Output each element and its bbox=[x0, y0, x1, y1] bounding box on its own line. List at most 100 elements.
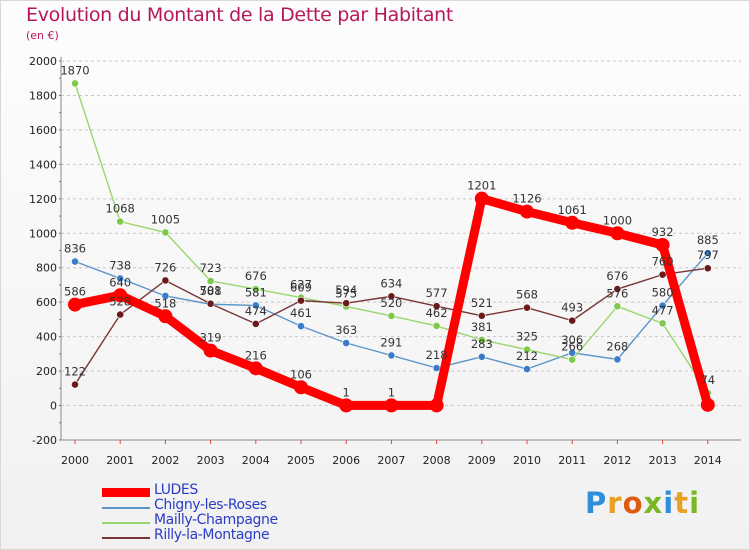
data-point bbox=[658, 301, 667, 310]
axes: -200 0 200 400 600 800 1000 1200 1400 1600 1800 200… bbox=[29, 55, 741, 467]
data-point bbox=[703, 264, 712, 273]
data-label: 836 bbox=[64, 242, 86, 256]
x-tick-label: 2006 bbox=[332, 454, 360, 467]
data-label: 1201 bbox=[467, 179, 496, 193]
data-label: 319 bbox=[200, 331, 222, 345]
x-tick-label: 2002 bbox=[151, 454, 179, 467]
data-point bbox=[161, 276, 170, 285]
y-tick-label: 200 bbox=[36, 365, 57, 378]
brand-logo: Proxiti bbox=[585, 486, 700, 520]
data-point bbox=[251, 319, 260, 328]
data-label: 586 bbox=[64, 285, 86, 299]
legend-label: LUDES bbox=[154, 482, 198, 498]
data-point bbox=[206, 277, 215, 285]
brand-letter: t bbox=[674, 486, 690, 520]
data-point bbox=[248, 361, 263, 376]
data-point bbox=[613, 355, 622, 364]
data-label: 283 bbox=[471, 337, 493, 351]
data-point bbox=[700, 397, 715, 412]
data-point bbox=[251, 301, 260, 310]
x-tick-label: 2010 bbox=[513, 454, 541, 467]
data-label: 627 bbox=[290, 278, 312, 292]
data-point bbox=[387, 292, 396, 301]
data-point bbox=[432, 302, 441, 311]
data-point bbox=[161, 228, 170, 237]
data-label: 216 bbox=[245, 348, 267, 362]
data-label: 797 bbox=[697, 248, 719, 262]
data-label: 634 bbox=[380, 276, 402, 290]
brand-letter: x bbox=[643, 486, 664, 520]
data-label: 218 bbox=[426, 348, 448, 362]
data-point bbox=[113, 288, 128, 303]
legend-label: Chigny-les-Roses bbox=[154, 497, 267, 513]
data-point bbox=[387, 312, 396, 320]
x-tick-label: 2009 bbox=[468, 454, 496, 467]
chart-title: Evolution du Montant de la Dette par Hab… bbox=[26, 4, 454, 26]
data-label: 1 bbox=[343, 385, 350, 399]
x-tick-label: 2013 bbox=[649, 454, 677, 467]
legend-swatch bbox=[102, 488, 150, 497]
x-tick-label: 2005 bbox=[287, 454, 315, 467]
data-point bbox=[568, 355, 577, 364]
y-tick-label: 1600 bbox=[29, 124, 57, 137]
data-point bbox=[658, 319, 667, 328]
data-label: 760 bbox=[652, 255, 674, 269]
data-label: 581 bbox=[245, 285, 267, 299]
legend-swatch bbox=[102, 537, 150, 539]
y-tick-label: 1000 bbox=[29, 227, 57, 240]
data-label: 676 bbox=[606, 269, 628, 283]
legend-swatch bbox=[102, 507, 150, 509]
data-label: 640 bbox=[109, 275, 131, 289]
data-point bbox=[384, 398, 399, 413]
grid-lines bbox=[61, 60, 741, 441]
data-point bbox=[342, 339, 351, 347]
data-label: 474 bbox=[245, 304, 267, 318]
brand-letter: o bbox=[622, 486, 644, 520]
x-tick-label: 2008 bbox=[423, 454, 451, 467]
x-tick-label: 2007 bbox=[377, 454, 405, 467]
brand-letter: r bbox=[607, 486, 623, 520]
data-point bbox=[251, 285, 260, 293]
brand-letter: P bbox=[585, 486, 608, 520]
data-label: 521 bbox=[471, 296, 493, 310]
data-label: 1126 bbox=[512, 192, 541, 206]
y-tick-label: 1800 bbox=[29, 89, 57, 102]
data-label: 518 bbox=[154, 296, 176, 310]
data-label: 575 bbox=[335, 286, 357, 300]
x-tick-label: 2000 bbox=[61, 454, 89, 467]
data-label: 268 bbox=[606, 339, 628, 353]
data-point bbox=[429, 398, 444, 413]
data-label: 738 bbox=[109, 258, 131, 272]
data-label: 74 bbox=[700, 373, 715, 387]
x-tick-label: 2004 bbox=[242, 454, 270, 467]
data-label: 477 bbox=[652, 303, 674, 317]
data-point bbox=[158, 309, 173, 324]
data-label: 1870 bbox=[60, 63, 89, 77]
y-tick-label: 2000 bbox=[29, 55, 57, 68]
y-tick-label: 600 bbox=[36, 296, 57, 309]
data-point bbox=[655, 237, 670, 252]
legend-swatch bbox=[102, 522, 150, 524]
data-label: 701 bbox=[200, 284, 222, 298]
data-label: 291 bbox=[380, 335, 402, 349]
data-point bbox=[339, 398, 354, 413]
data-label: 212 bbox=[516, 349, 538, 363]
series-layer bbox=[68, 79, 715, 413]
brand-letter: i bbox=[663, 486, 675, 520]
data-point bbox=[116, 310, 125, 319]
data-label: 1061 bbox=[558, 203, 587, 217]
data-label: 520 bbox=[380, 296, 402, 310]
y-tick-label: 0 bbox=[50, 400, 57, 413]
data-label: 932 bbox=[652, 225, 674, 239]
data-point bbox=[342, 299, 351, 308]
data-point bbox=[294, 380, 308, 395]
data-point bbox=[68, 297, 82, 312]
data-point bbox=[568, 316, 577, 325]
data-point bbox=[565, 215, 580, 230]
y-tick-label: -200 bbox=[32, 434, 57, 447]
chart-subtitle: (en €) bbox=[26, 29, 59, 42]
data-point bbox=[658, 270, 667, 279]
data-label: 106 bbox=[290, 367, 312, 381]
x-tick-label: 2014 bbox=[694, 454, 722, 467]
